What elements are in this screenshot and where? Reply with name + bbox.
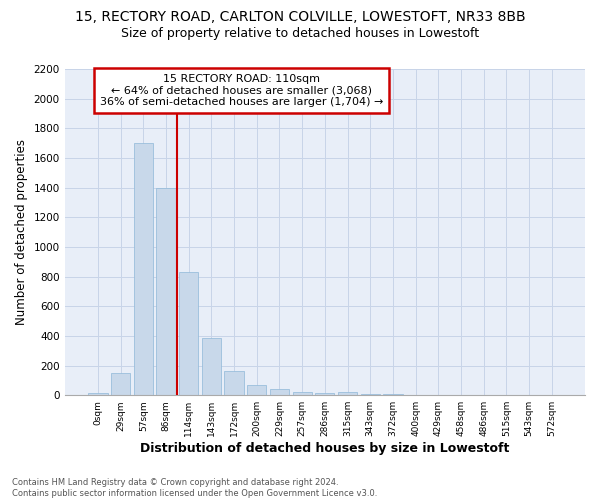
Bar <box>338 392 357 395</box>
X-axis label: Distribution of detached houses by size in Lowestoft: Distribution of detached houses by size … <box>140 442 509 455</box>
Text: 15, RECTORY ROAD, CARLTON COLVILLE, LOWESTOFT, NR33 8BB: 15, RECTORY ROAD, CARLTON COLVILLE, LOWE… <box>74 10 526 24</box>
Bar <box>202 338 221 395</box>
Bar <box>224 372 244 395</box>
Bar <box>88 393 107 395</box>
Text: 15 RECTORY ROAD: 110sqm
← 64% of detached houses are smaller (3,068)
36% of semi: 15 RECTORY ROAD: 110sqm ← 64% of detache… <box>100 74 383 107</box>
Bar <box>293 392 312 395</box>
Text: Contains HM Land Registry data © Crown copyright and database right 2024.
Contai: Contains HM Land Registry data © Crown c… <box>12 478 377 498</box>
Bar <box>247 385 266 395</box>
Bar <box>383 394 403 395</box>
Bar <box>361 394 380 395</box>
Bar <box>270 390 289 395</box>
Bar <box>157 188 176 395</box>
Y-axis label: Number of detached properties: Number of detached properties <box>15 139 28 325</box>
Bar <box>315 393 334 395</box>
Bar <box>111 373 130 395</box>
Bar <box>179 272 199 395</box>
Bar <box>134 143 153 395</box>
Text: Size of property relative to detached houses in Lowestoft: Size of property relative to detached ho… <box>121 28 479 40</box>
